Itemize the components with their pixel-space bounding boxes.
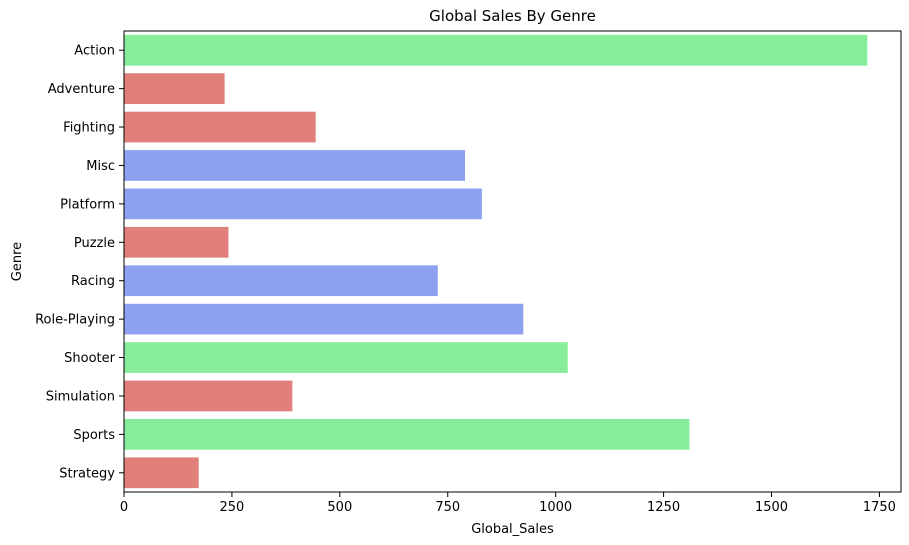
x-tick-label: 750 (435, 500, 460, 515)
x-axis-title: Global_Sales (471, 522, 554, 537)
y-tick-label: Role-Playing (35, 313, 115, 328)
y-axis-title: Genre (10, 242, 25, 281)
y-tick-label: Misc (86, 159, 115, 174)
y-tick-label: Adventure (48, 82, 115, 97)
y-tick-label: Shooter (64, 351, 115, 366)
y-tick-label: Platform (60, 197, 115, 212)
x-tick-label: 1000 (539, 500, 572, 515)
x-tick-label: 1250 (647, 500, 680, 515)
bar-misc (124, 150, 466, 181)
bars-group (124, 34, 868, 489)
bar-strategy (124, 457, 199, 489)
bar-sports (124, 419, 690, 450)
x-tick-label: 1500 (755, 500, 788, 515)
bar-shooter (124, 342, 568, 373)
y-tick-label: Puzzle (74, 236, 115, 251)
bar-adventure (124, 73, 225, 104)
chart-title: Global Sales By Genre (429, 7, 596, 25)
y-tick-label: Sports (73, 428, 115, 443)
y-axis: Action Adventure Fighting Misc Platform Puzzl… (35, 44, 124, 481)
plot-frame (123, 30, 902, 493)
bar-racing (124, 265, 438, 297)
bar-platform (124, 188, 482, 220)
x-axis: 0 250 500 750 1000 1250 1500 1750 (120, 492, 896, 515)
y-tick-label: Strategy (59, 466, 115, 481)
bar-action (124, 34, 868, 66)
y-tick-label: Fighting (63, 121, 115, 136)
y-tick-label: Racing (71, 274, 115, 289)
bar-fighting (124, 111, 316, 143)
x-tick-label: 250 (220, 500, 245, 515)
y-tick-label: Simulation (46, 389, 115, 404)
y-tick-label: Action (74, 44, 115, 59)
x-tick-label: 0 (120, 500, 128, 515)
bar-puzzle (124, 226, 229, 258)
x-tick-label: 1750 (863, 500, 896, 515)
x-tick-label: 500 (327, 500, 352, 515)
bar-role-playing (124, 303, 524, 335)
bar-simulation (124, 380, 293, 412)
